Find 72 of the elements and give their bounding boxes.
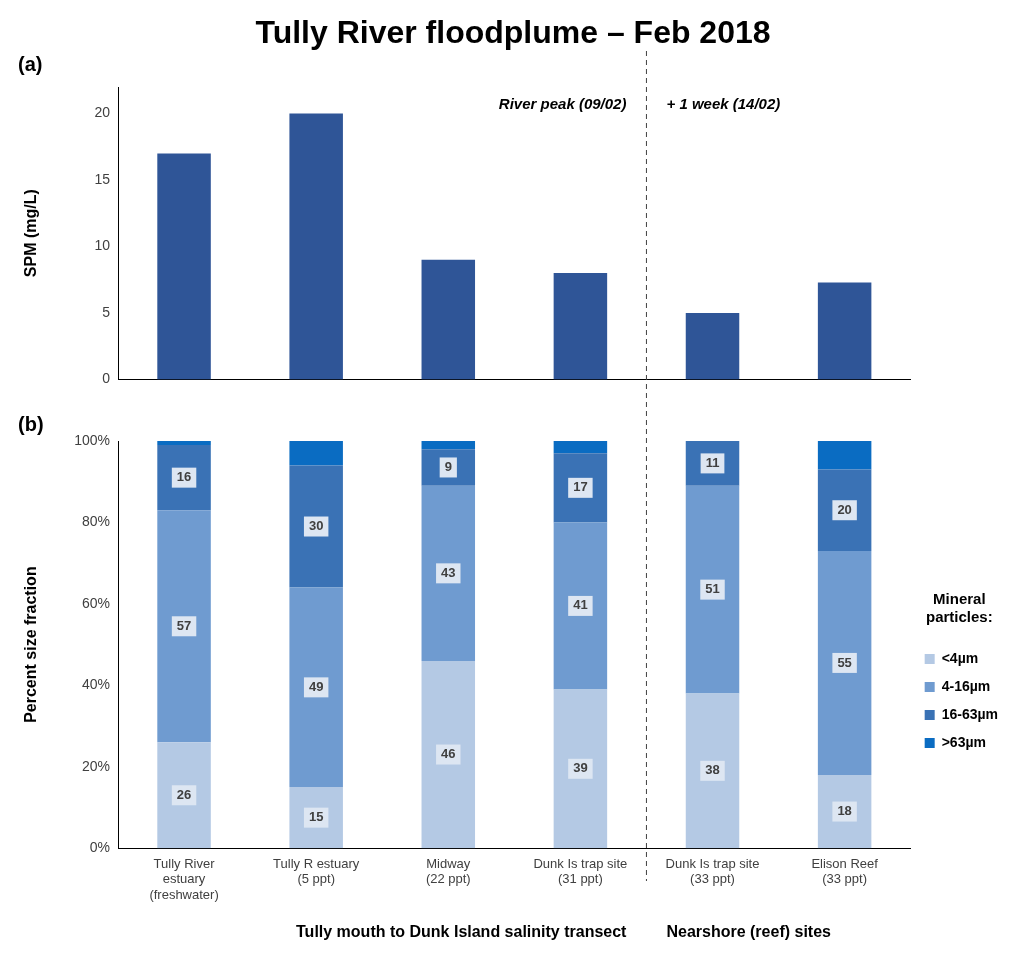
data-label: 55 xyxy=(837,654,852,670)
text: (a) xyxy=(18,52,43,75)
x-tick-label: Tully R estuary (5 ppt) xyxy=(273,855,360,887)
legend-label: <4µm xyxy=(941,649,979,666)
bar xyxy=(289,587,343,788)
data-label: 49 xyxy=(308,678,324,694)
text: Tully mouth to Dunk Island salinity transect xyxy=(296,923,628,941)
bar xyxy=(553,689,608,849)
data-label: 38 xyxy=(705,762,720,778)
legend-label: 4-16µm xyxy=(941,677,991,694)
x-tick-label: Dunk Is trap site (33 ppt) xyxy=(665,855,760,887)
bar xyxy=(157,510,211,743)
y-tick-label: 20 xyxy=(94,104,111,121)
bar xyxy=(817,282,872,380)
bar xyxy=(817,550,872,775)
y-tick-label: 15 xyxy=(94,170,111,187)
bar xyxy=(289,113,343,380)
bar xyxy=(289,441,343,466)
bar xyxy=(421,441,476,450)
bar xyxy=(157,742,211,849)
y-axis-title: Percent size fraction xyxy=(22,566,40,723)
y-tick-label: 0% xyxy=(89,839,110,856)
x-tick-label: Midway (22 ppt) xyxy=(425,855,471,887)
y-tick-label: 100% xyxy=(74,431,110,448)
data-label: 30 xyxy=(308,518,324,534)
data-label: 11 xyxy=(705,454,720,470)
bar xyxy=(157,153,211,380)
data-label: 18 xyxy=(837,803,852,819)
text: Nearshore (reef) sites xyxy=(666,923,832,941)
data-label: 9 xyxy=(444,459,452,475)
text: (b) xyxy=(18,412,44,435)
annotation: River peak (09/02) xyxy=(498,95,627,113)
data-label: 17 xyxy=(573,479,588,495)
bar xyxy=(685,485,740,694)
y-tick-label: 60% xyxy=(81,594,110,611)
legend-label: 16-63µm xyxy=(941,705,999,722)
bar xyxy=(289,465,343,588)
legend-title: Mineral particles: xyxy=(925,589,993,625)
chart-title: Tully River floodplume – Feb 2018 xyxy=(254,13,772,51)
bar xyxy=(553,441,608,454)
data-label: 41 xyxy=(573,597,588,613)
x-tick-label: Dunk Is trap site (31 ppt) xyxy=(533,855,628,887)
bar xyxy=(817,441,872,470)
bar xyxy=(685,312,740,380)
y-tick-label: 10 xyxy=(94,237,111,254)
x-tick-label: Tully River estuary (freshwater) xyxy=(149,855,219,902)
data-label: 26 xyxy=(176,786,192,802)
y-tick-label: 80% xyxy=(81,513,110,530)
y-tick-label: 0 xyxy=(102,370,111,387)
data-label: 57 xyxy=(176,617,192,633)
bar xyxy=(553,522,608,690)
data-label: 15 xyxy=(308,809,324,825)
bar xyxy=(421,660,476,849)
data-label: 16 xyxy=(176,469,192,485)
bar xyxy=(553,273,608,380)
y-tick-label: 40% xyxy=(81,676,110,693)
y-tick-label: 5 xyxy=(102,303,111,320)
bar xyxy=(685,693,740,849)
bar xyxy=(421,259,476,380)
y-tick-label: 20% xyxy=(81,757,110,774)
data-label: 43 xyxy=(441,564,456,580)
data-label: 39 xyxy=(573,760,588,776)
bar xyxy=(421,485,476,661)
data-label: 51 xyxy=(705,581,720,597)
legend-label: >63µm xyxy=(941,733,986,750)
x-tick-label: Elison Reef (33 ppt) xyxy=(811,855,879,887)
bar xyxy=(817,469,872,551)
data-label: 46 xyxy=(441,746,456,762)
bar xyxy=(157,441,211,446)
y-axis-title: SPM (mg/L) xyxy=(22,189,40,278)
annotation: + 1 week (14/02) xyxy=(666,95,781,113)
data-label: 20 xyxy=(837,501,852,517)
